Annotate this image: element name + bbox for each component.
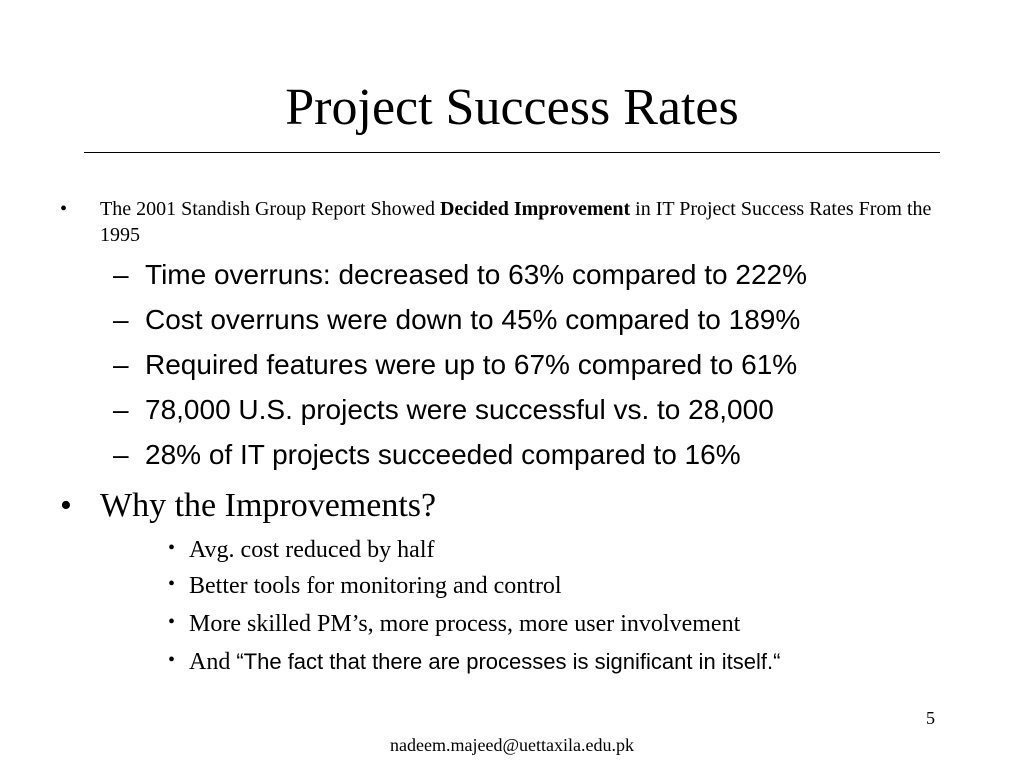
sub-item-text: Time overruns: decreased to 63% compared… xyxy=(145,259,807,290)
sub-item-required-features: – Required features were up to 67% compa… xyxy=(0,349,1024,383)
dash-marker: – xyxy=(113,394,129,425)
reason-text: More skilled PM’s, more process, more us… xyxy=(189,611,741,637)
bullet-text: The 2001 Standish Group Report Showed De… xyxy=(100,196,940,248)
sub-item-text: Required features were up to 67% compare… xyxy=(145,349,798,380)
footer-email: nadeem.majeed@uettaxila.edu.pk xyxy=(390,735,634,755)
bullet-marker: • xyxy=(168,649,176,671)
sub-item-it-projects-succeeded: – 28% of IT projects succeeded compared … xyxy=(0,439,1024,473)
title-divider xyxy=(84,152,940,153)
dash-marker: – xyxy=(113,259,129,290)
reason-text: Better tools for monitoring and control xyxy=(189,573,562,599)
sub-item-time-overruns: – Time overruns: decreased to 63% compar… xyxy=(0,259,1024,293)
page-number: 5 xyxy=(926,708,935,728)
dash-marker: – xyxy=(113,349,129,380)
bullet-standish-report: • The 2001 Standish Group Report Showed … xyxy=(0,196,1024,252)
bullet-text: Why the Improvements? xyxy=(100,487,437,524)
reason-quote: “The fact that there are processes is si… xyxy=(236,649,781,674)
slide-title: Project Success Rates xyxy=(285,79,739,136)
bullet-marker: • xyxy=(60,487,72,524)
reason-text-lead: And xyxy=(189,649,237,675)
dash-marker: – xyxy=(113,439,129,470)
reason-item: • Avg. cost reduced by half xyxy=(0,535,1024,565)
bullet-marker: • xyxy=(168,573,176,595)
reason-item-quote: • And “The fact that there are processes… xyxy=(0,647,1024,677)
sub-item-text: 28% of IT projects succeeded compared to… xyxy=(145,439,741,470)
bullet-why-improvements: • Why the Improvements? xyxy=(0,486,1024,528)
bullet-text-emphasis: Decided Improvement xyxy=(439,198,631,220)
reason-text: Avg. cost reduced by half xyxy=(189,537,435,563)
bullet-text-part: in IT Project Success Rates From the 199… xyxy=(100,198,932,246)
reason-text: And “The fact that there are processes i… xyxy=(189,647,780,677)
bullet-marker: • xyxy=(168,537,176,559)
bullet-text-part: The 2001 Standish Group Report Showed xyxy=(100,198,440,220)
sub-item-successful-projects: – 78,000 U.S. projects were successful v… xyxy=(0,394,1024,428)
sub-item-text: 78,000 U.S. projects were successful vs.… xyxy=(145,394,774,425)
reason-item: • Better tools for monitoring and contro… xyxy=(0,571,1024,601)
sub-item-text: Cost overruns were down to 45% compared … xyxy=(145,304,801,335)
bullet-marker: • xyxy=(60,198,68,220)
sub-item-cost-overruns: – Cost overruns were down to 45% compare… xyxy=(0,304,1024,338)
bullet-marker: • xyxy=(168,611,176,633)
dash-marker: – xyxy=(113,304,129,335)
reason-item: • More skilled PM’s, more process, more … xyxy=(0,609,1024,639)
